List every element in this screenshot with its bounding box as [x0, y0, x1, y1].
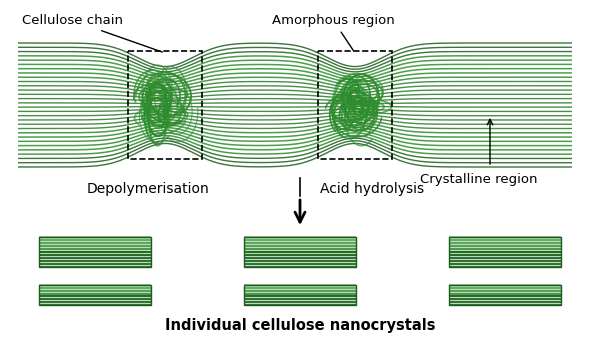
Bar [39, 285, 151, 305]
Bar [39, 285, 151, 305]
Bar [449, 237, 561, 267]
Bar [244, 237, 356, 267]
Text: Acid hydrolysis: Acid hydrolysis [320, 182, 424, 196]
Text: Amorphous region: Amorphous region [272, 14, 395, 51]
Text: Cellulose chain: Cellulose chain [22, 14, 163, 52]
Text: Crystalline region: Crystalline region [420, 173, 538, 186]
Bar [244, 285, 356, 305]
Bar [318, 51, 392, 159]
Bar [244, 285, 356, 305]
Text: Individual cellulose nanocrystals: Individual cellulose nanocrystals [165, 318, 435, 333]
Bar [449, 285, 561, 305]
Bar [244, 237, 356, 267]
Text: Depolymerisation: Depolymerisation [86, 182, 209, 196]
Bar [449, 285, 561, 305]
Bar [39, 237, 151, 267]
Bar [39, 237, 151, 267]
Bar [128, 51, 202, 159]
Bar [449, 237, 561, 267]
